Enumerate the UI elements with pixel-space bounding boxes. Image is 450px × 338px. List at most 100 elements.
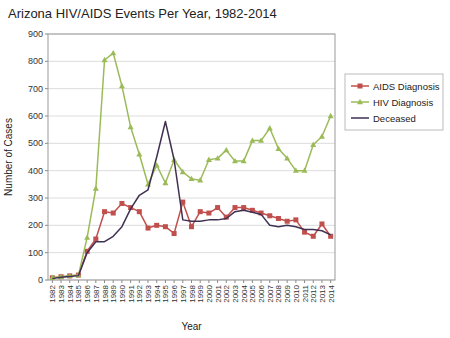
x-tick-label: 2010 (292, 284, 301, 302)
grid-line (48, 170, 335, 171)
grid-line (48, 252, 335, 253)
marker (111, 211, 116, 216)
plot-frame (48, 34, 335, 280)
marker (119, 83, 125, 88)
marker (163, 224, 168, 229)
y-tick-label: 600 (28, 111, 43, 121)
chart: Arizona HIV/AIDS Events Per Year, 1982-2… (0, 0, 450, 338)
legend-marker (358, 84, 363, 89)
marker (232, 158, 238, 163)
y-tick-label: 700 (28, 84, 43, 94)
x-tick-label: 2014 (327, 284, 336, 302)
line (52, 53, 330, 278)
marker (128, 124, 134, 129)
marker (102, 57, 108, 62)
series (52, 121, 330, 278)
x-tick-label: 1986 (83, 284, 92, 302)
marker (180, 169, 186, 174)
marker (189, 176, 195, 181)
marker (276, 216, 281, 221)
x-tick-label: 1987 (92, 284, 101, 302)
x-tick-label: 2012 (309, 284, 318, 302)
grid-line (48, 198, 335, 199)
marker (293, 217, 298, 222)
legend-label: Deceased (373, 113, 416, 124)
marker (215, 205, 220, 210)
x-tick-label: 1985 (74, 284, 83, 302)
x-tick-label: 1996 (170, 284, 179, 302)
y-tick-label: 0 (38, 275, 43, 285)
marker (311, 234, 316, 239)
marker (241, 205, 246, 210)
x-tick-label: 1994 (153, 284, 162, 302)
x-tick-label: 2004 (240, 284, 249, 302)
x-tick-label: 2013 (318, 284, 327, 302)
marker (302, 230, 307, 235)
x-tick-label: 1991 (127, 284, 136, 302)
x-tick-label: 2009 (283, 284, 292, 302)
marker (102, 209, 107, 214)
x-tick-label: 2002 (222, 284, 231, 302)
marker (328, 113, 334, 118)
x-tick-label: 1993 (144, 284, 153, 302)
legend-marker (357, 99, 363, 104)
y-tick-label: 800 (28, 56, 43, 66)
marker (110, 50, 116, 55)
legend-label: HIV Diagnosis (373, 97, 433, 108)
legend-swatch (351, 117, 369, 119)
series (49, 50, 333, 280)
marker (232, 205, 237, 210)
marker (293, 167, 299, 172)
marker (189, 224, 194, 229)
marker (162, 180, 168, 185)
y-tick-label: 100 (28, 248, 43, 258)
y-axis-label: Number of Cases (3, 118, 14, 196)
marker (137, 209, 142, 214)
marker (284, 155, 290, 160)
marker (154, 223, 159, 228)
x-tick-label: 2006 (257, 284, 266, 302)
axes: 0100200300400500600700800900198219831984… (28, 29, 336, 303)
x-tick-label: 2008 (274, 284, 283, 302)
x-tick-label: 1999 (196, 284, 205, 302)
y-tick-label: 500 (28, 138, 43, 148)
marker (267, 125, 273, 130)
marker (146, 226, 151, 231)
line (52, 202, 330, 278)
x-tick-label: 1989 (109, 284, 118, 302)
marker (310, 142, 316, 147)
y-tick-label: 900 (28, 29, 43, 39)
title: Arizona HIV/AIDS Events Per Year, 1982-2… (8, 6, 277, 21)
x-tick-label: 2000 (205, 284, 214, 302)
x-tick-label: 2003 (231, 284, 240, 302)
legend: AIDS Diagnosis HIV Diagnosis Deceased (345, 74, 443, 130)
line (52, 121, 330, 278)
marker (206, 211, 211, 216)
grid-line (48, 88, 335, 89)
grid-line (48, 143, 335, 144)
x-tick-label: 2005 (248, 284, 257, 302)
marker (198, 209, 203, 214)
marker (93, 185, 99, 190)
marker (197, 177, 203, 182)
marker (267, 213, 272, 218)
marker (319, 133, 325, 138)
x-tick-label: 2001 (214, 284, 223, 302)
marker (302, 167, 308, 172)
data-area (49, 50, 333, 280)
grid-line (48, 61, 335, 62)
marker (319, 221, 324, 226)
x-tick-label: 1988 (101, 284, 110, 302)
x-tick-label: 1982 (48, 284, 57, 302)
legend-label: AIDS Diagnosis (373, 81, 440, 92)
marker (84, 234, 90, 239)
x-tick-label: 2007 (266, 284, 275, 302)
x-tick-label: 1983 (57, 284, 66, 302)
marker (215, 155, 221, 160)
marker (119, 201, 124, 206)
marker (258, 137, 264, 142)
x-tick-label: 1992 (135, 284, 144, 302)
x-tick-label: 2011 (301, 284, 310, 302)
marker (241, 158, 247, 163)
y-tick-label: 300 (28, 193, 43, 203)
